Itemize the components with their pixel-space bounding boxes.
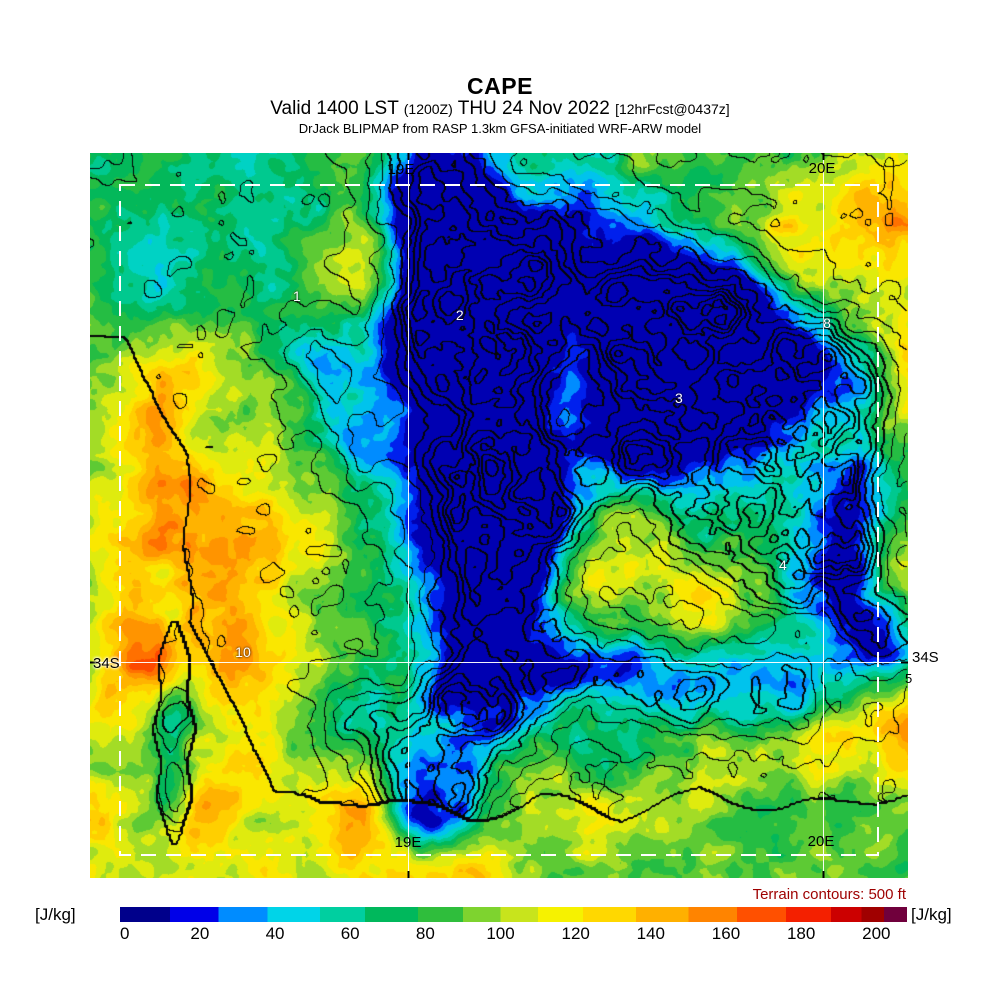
page-title: CAPE (467, 73, 533, 99)
site-marker: 8 (823, 314, 831, 331)
colorbar-tick-label: 200 (862, 924, 891, 943)
meridian-label-19e-top: 19E (387, 161, 415, 178)
units-label-right: [J/kg] (911, 905, 952, 924)
parallel-label-34s-left: 34S (93, 655, 120, 672)
colorbar-tick-label: 160 (711, 924, 741, 943)
parallel-label-34s-right: 34S (912, 649, 939, 666)
colorbar-tick-label: 60 (340, 924, 360, 943)
site-marker: 10 (235, 643, 251, 660)
colorbar-tick-label: 20 (190, 924, 210, 943)
meridian-label-20e-top: 20E (808, 160, 836, 177)
site-marker: 2 (455, 306, 464, 323)
valid-time-line: Valid 1400 LST (1200Z) THU 24 Nov 2022 [… (0, 98, 1000, 120)
map-area: 1 2 8 3 4 10 (90, 153, 908, 878)
colorbar-tick-label: 40 (265, 924, 285, 943)
valid-date: THU 24 Nov 2022 (457, 98, 610, 119)
colorbar-ticks: 0 20 40 60 80 100 120 140 160 180 200 (120, 924, 907, 946)
terrain-contours-note: Terrain contours: 500 ft (752, 886, 906, 903)
site-marker: 4 (778, 556, 787, 573)
site-marker: 1 (293, 287, 301, 304)
units-label-left: [J/kg] (35, 905, 76, 924)
colorbar-tick-label: 80 (415, 924, 435, 943)
forecast-tag: [12hrFcst@0437z] (615, 101, 730, 117)
colorbar-tick-label: 100 (486, 924, 515, 943)
colorbar (120, 907, 907, 922)
site-marker: 3 (675, 390, 683, 407)
valid-zulu: (1200Z) (403, 101, 453, 117)
colorbar-tick-label: 120 (561, 924, 590, 943)
cape-field-canvas (90, 153, 908, 878)
model-attribution: DrJack BLIPMAP from RASP 1.3km GFSA-init… (298, 121, 702, 136)
meridian-label-20e-bottom: 20E (807, 833, 835, 850)
colorbar-tick-label: 180 (786, 924, 816, 943)
site-marker-5-edge: 5 (905, 671, 913, 686)
meridian-label-19e-bottom: 19E (394, 834, 422, 851)
colorbar-tick-label: 0 (119, 924, 130, 943)
valid-time: Valid 1400 LST (270, 98, 399, 119)
colorbar-tick-label: 140 (636, 924, 666, 943)
